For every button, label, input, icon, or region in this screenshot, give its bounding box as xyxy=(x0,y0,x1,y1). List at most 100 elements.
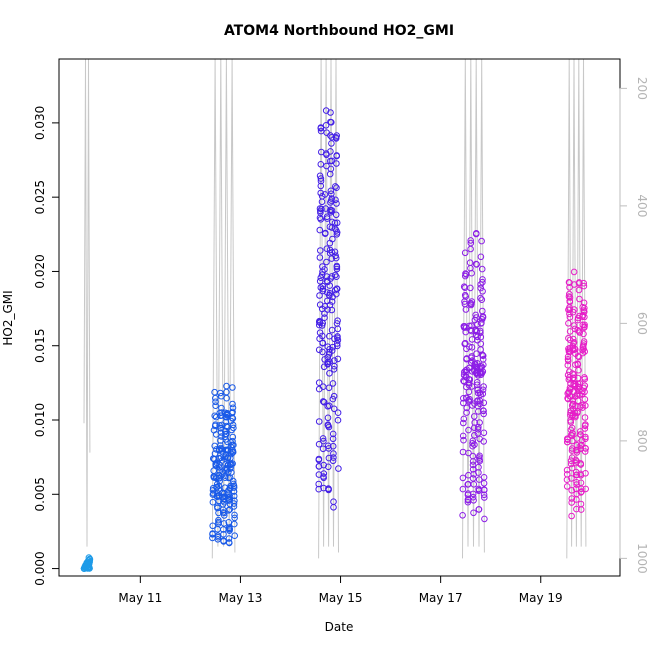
data-point xyxy=(319,340,327,347)
data-point xyxy=(324,360,332,367)
data-point xyxy=(323,129,331,136)
data-point xyxy=(479,352,487,360)
data-point xyxy=(568,512,575,520)
data-point xyxy=(469,402,476,409)
data-point xyxy=(573,479,580,486)
data-point xyxy=(333,160,340,167)
y-tick-label: 0.010 xyxy=(33,403,47,437)
data-point xyxy=(217,389,224,397)
data-point xyxy=(577,445,584,452)
data-point xyxy=(465,480,472,488)
data-point xyxy=(317,189,325,197)
data-point xyxy=(567,426,575,434)
data-point xyxy=(571,393,579,400)
data-point xyxy=(461,339,469,347)
data-point xyxy=(574,316,582,324)
data-point xyxy=(209,531,216,538)
data-point xyxy=(213,475,220,482)
data-point xyxy=(566,294,574,301)
data-point xyxy=(570,268,578,276)
data-point xyxy=(474,320,481,328)
data-point xyxy=(221,512,228,519)
data-point xyxy=(469,461,477,469)
data-point xyxy=(320,470,328,477)
data-point xyxy=(460,283,468,291)
x-tick-label: May 19 xyxy=(519,591,563,605)
x-tick-label: May 13 xyxy=(218,591,262,605)
data-point xyxy=(472,230,480,238)
data-point xyxy=(212,462,220,470)
data-point xyxy=(470,413,478,420)
data-point xyxy=(333,200,340,207)
data-point xyxy=(575,383,583,391)
data-point xyxy=(564,371,572,379)
data-point xyxy=(582,470,589,477)
data-point xyxy=(223,430,230,438)
data-point xyxy=(217,424,224,432)
data-point xyxy=(321,356,328,363)
data-point xyxy=(218,421,226,429)
data-point xyxy=(215,446,223,454)
data-point xyxy=(477,284,485,292)
data-point xyxy=(468,344,476,351)
data-point xyxy=(563,483,571,490)
data-point xyxy=(322,122,330,129)
data-point xyxy=(231,511,238,519)
data-point xyxy=(231,514,238,522)
data-point xyxy=(315,418,323,425)
data-point xyxy=(319,398,327,405)
data-point xyxy=(323,162,330,170)
data-point xyxy=(580,324,588,331)
data-point xyxy=(481,515,488,523)
data-point xyxy=(214,503,221,511)
data-point xyxy=(315,463,323,470)
data-point xyxy=(333,231,341,238)
data-point xyxy=(465,449,472,457)
data-point xyxy=(568,499,576,506)
data-point xyxy=(476,389,484,396)
data-point xyxy=(319,348,326,356)
data-point xyxy=(460,415,468,423)
data-point xyxy=(468,298,476,305)
data-point xyxy=(225,468,232,476)
data-point xyxy=(475,476,483,483)
data-point xyxy=(229,414,236,422)
data-point xyxy=(563,471,571,478)
data-point xyxy=(572,459,580,467)
data-point xyxy=(320,474,328,482)
data-point xyxy=(577,428,584,435)
right-axis: 200 400 600 800 1000 xyxy=(619,77,649,574)
data-point xyxy=(209,498,217,506)
data-point xyxy=(326,239,334,247)
data-point xyxy=(316,319,324,327)
data-point xyxy=(480,399,488,407)
data-point xyxy=(325,384,333,392)
data-point xyxy=(326,370,333,377)
data-point xyxy=(578,390,586,398)
data-point xyxy=(468,353,476,360)
data-point xyxy=(328,133,336,141)
data-point xyxy=(461,300,469,308)
data-point xyxy=(324,289,331,296)
data-point xyxy=(328,140,335,147)
data-point xyxy=(330,450,337,457)
data-point xyxy=(566,313,574,321)
data-point xyxy=(325,423,333,431)
data-point xyxy=(565,334,572,342)
data-point xyxy=(475,486,483,494)
data-point xyxy=(565,320,572,327)
data-point xyxy=(329,343,337,351)
data-point xyxy=(332,271,339,279)
data-point xyxy=(479,351,486,359)
data-point xyxy=(209,522,216,530)
y-tick-label: 0.020 xyxy=(33,254,47,288)
data-point xyxy=(480,383,487,390)
data-point xyxy=(577,442,584,449)
data-point xyxy=(572,471,580,479)
data-point xyxy=(229,477,237,485)
data-point xyxy=(469,440,476,447)
data-point xyxy=(331,248,339,256)
data-point xyxy=(568,475,575,482)
data-point xyxy=(479,407,487,414)
data-point xyxy=(475,506,483,513)
